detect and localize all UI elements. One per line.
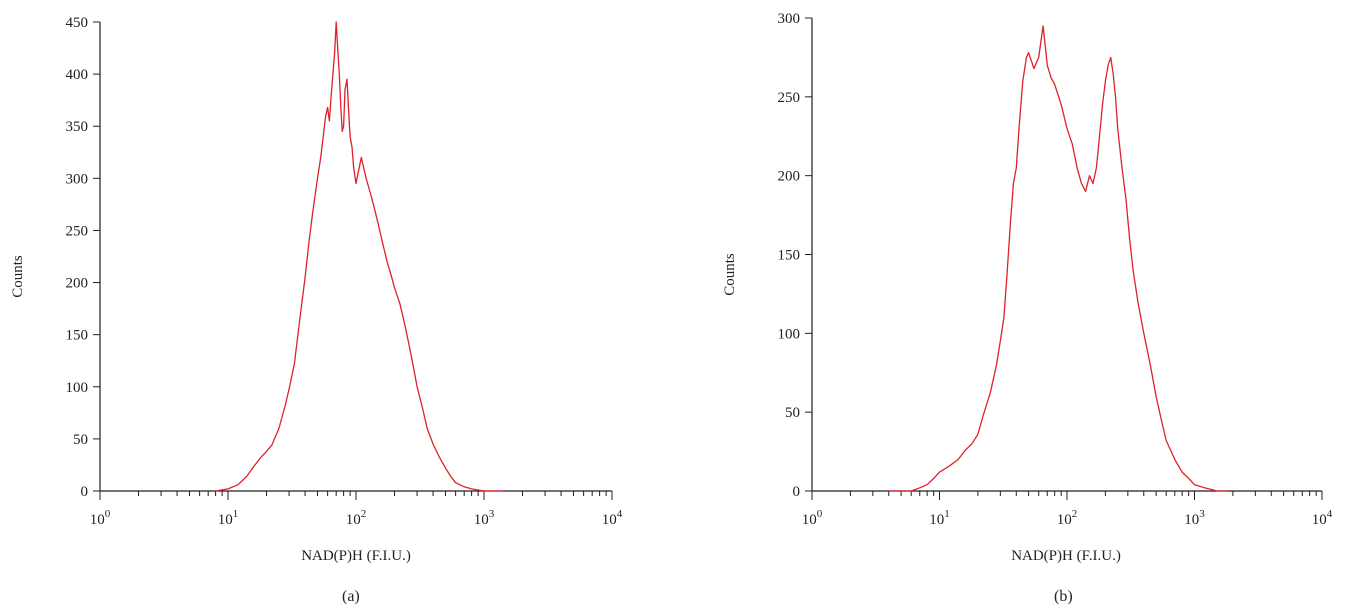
panel-label-a: (a) xyxy=(342,588,360,605)
y-tick-label: 200 xyxy=(66,276,89,292)
x-tick-label: 102 xyxy=(346,508,367,528)
y-tick-label: 0 xyxy=(81,484,89,500)
y-tick-label: 200 xyxy=(778,169,801,185)
y-tick-label: 350 xyxy=(66,119,89,135)
y-tick-label: 50 xyxy=(785,405,800,421)
y-tick-label: 250 xyxy=(778,90,801,106)
x-tick-label: 100 xyxy=(90,508,111,528)
x-tick-label: 101 xyxy=(218,508,239,528)
y-tick-label: 100 xyxy=(778,326,801,342)
histogram-series-line xyxy=(888,25,1227,492)
y-tick-label: 150 xyxy=(778,248,801,264)
y-tick-label: 0 xyxy=(793,484,801,500)
y-tick-label: 300 xyxy=(778,11,801,27)
x-tick-label: 100 xyxy=(802,508,823,528)
x-tick-label: 104 xyxy=(602,508,623,528)
x-tick-label: 101 xyxy=(929,508,950,528)
x-tick-label: 103 xyxy=(474,508,495,528)
y-axis-label: Counts xyxy=(10,255,26,298)
histogram-series-line xyxy=(215,21,503,492)
y-tick-label: 100 xyxy=(66,380,89,396)
x-tick-label: 103 xyxy=(1184,508,1205,528)
panel-label-b: (b) xyxy=(1054,588,1073,605)
x-axis-label: NAD(P)H (F.I.U.) xyxy=(1011,548,1121,564)
y-tick-label: 150 xyxy=(66,328,89,344)
y-tick-label: 400 xyxy=(66,67,89,83)
y-tick-label: 300 xyxy=(66,171,89,187)
y-tick-label: 450 xyxy=(66,15,89,31)
y-axis-label: Counts xyxy=(722,253,738,296)
chart-a: 0 50 100 150 200 250 300 350 400 450 100 101 102 103 1… xyxy=(10,15,623,564)
x-tick-label: 102 xyxy=(1057,508,1078,528)
x-axis-label: NAD(P)H (F.I.U.) xyxy=(301,548,411,564)
y-tick-label: 250 xyxy=(66,223,89,239)
chart-b: 0 50 100 150 200 250 300 100 101 102 103 104 NAD(P)H… xyxy=(722,11,1333,564)
x-tick-label: 104 xyxy=(1312,508,1333,528)
y-tick-label: 50 xyxy=(73,432,88,448)
